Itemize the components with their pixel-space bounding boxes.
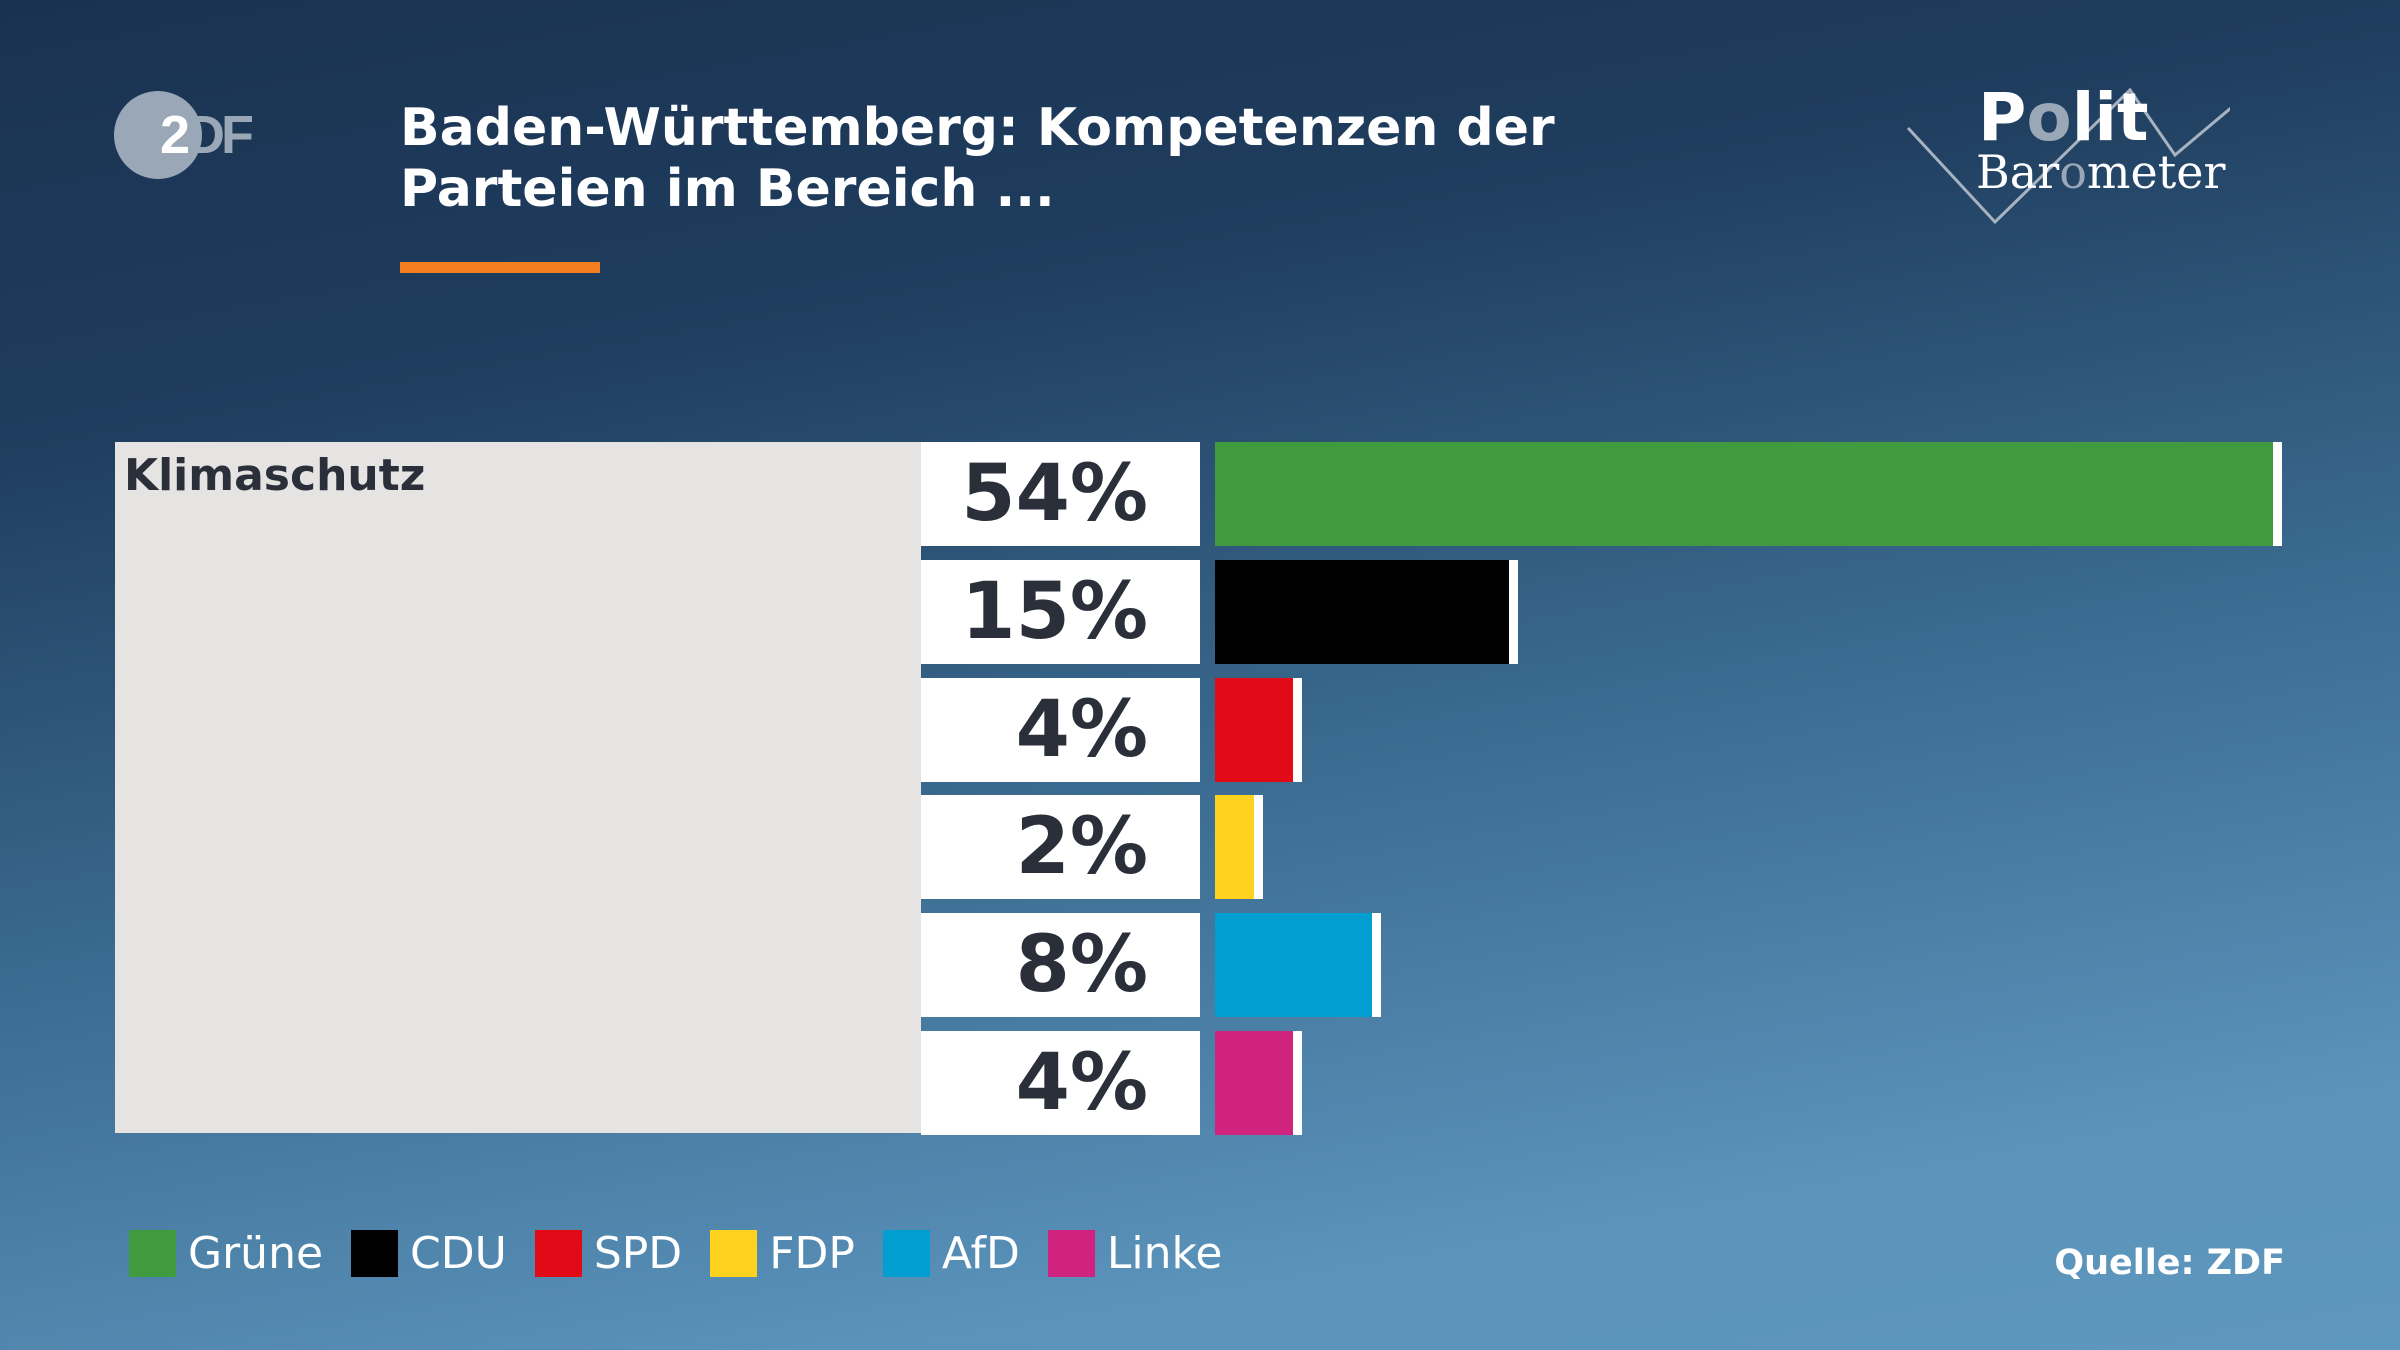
data-label-linke: 4%	[921, 1031, 1200, 1135]
chart-title: Baden-Württemberg: Kompetenzen der Parte…	[400, 98, 1555, 219]
source-label: Quelle: ZDF	[2054, 1243, 2285, 1283]
bar-end-marker	[1254, 795, 1263, 899]
legend-label: Linke	[1106, 1228, 1223, 1279]
bar-end-marker	[1293, 1031, 1302, 1135]
legend-item-cdu: CDU	[351, 1228, 507, 1279]
bar-end-marker	[1372, 913, 1381, 1017]
legend: Grüne CDU SPD FDP AfD Linke	[129, 1228, 1250, 1279]
legend-swatch	[351, 1230, 399, 1277]
bar-linke	[1215, 1031, 1293, 1135]
bar-end-marker	[2273, 442, 2282, 546]
legend-swatch	[710, 1230, 758, 1277]
svg-text:Barometer: Barometer	[1976, 145, 2225, 199]
legend-item-grüne: Grüne	[129, 1228, 323, 1279]
zdf-logo-circle	[114, 91, 202, 179]
legend-swatch	[882, 1230, 930, 1277]
legend-label: FDP	[769, 1228, 855, 1279]
legend-item-afd: AfD	[882, 1228, 1020, 1279]
bar-afd	[1215, 913, 1372, 1017]
legend-label: Grüne	[188, 1228, 324, 1279]
legend-label: CDU	[410, 1228, 507, 1279]
data-label-grüne: 54%	[921, 442, 1200, 546]
bar-end-marker	[1509, 560, 1518, 664]
zdf-logo: 2DF	[160, 105, 254, 165]
category-label: Klimaschutz	[124, 450, 426, 501]
legend-item-linke: Linke	[1047, 1228, 1223, 1279]
legend-swatch	[1047, 1230, 1095, 1277]
title-accent-bar	[400, 262, 600, 273]
legend-label: SPD	[593, 1228, 683, 1279]
data-label-spd: 4%	[921, 678, 1200, 782]
category-panel	[115, 442, 921, 1133]
data-label-cdu: 15%	[921, 560, 1200, 664]
data-label-afd: 8%	[921, 913, 1200, 1017]
svg-text:Polit: Polit	[1978, 79, 2149, 156]
legend-item-fdp: FDP	[710, 1228, 855, 1279]
data-label-fdp: 2%	[921, 795, 1200, 899]
bar-grüne	[1215, 442, 2273, 546]
legend-swatch	[129, 1230, 176, 1277]
bar-fdp	[1215, 795, 1254, 899]
bar-end-marker	[1293, 678, 1302, 782]
politbarometer-logo: Polit Barometer	[1906, 79, 2230, 225]
legend-label: AfD	[941, 1228, 1020, 1279]
legend-item-spd: SPD	[534, 1228, 683, 1279]
legend-swatch	[534, 1230, 582, 1277]
bar-spd	[1215, 678, 1293, 782]
bar-cdu	[1215, 560, 1509, 664]
